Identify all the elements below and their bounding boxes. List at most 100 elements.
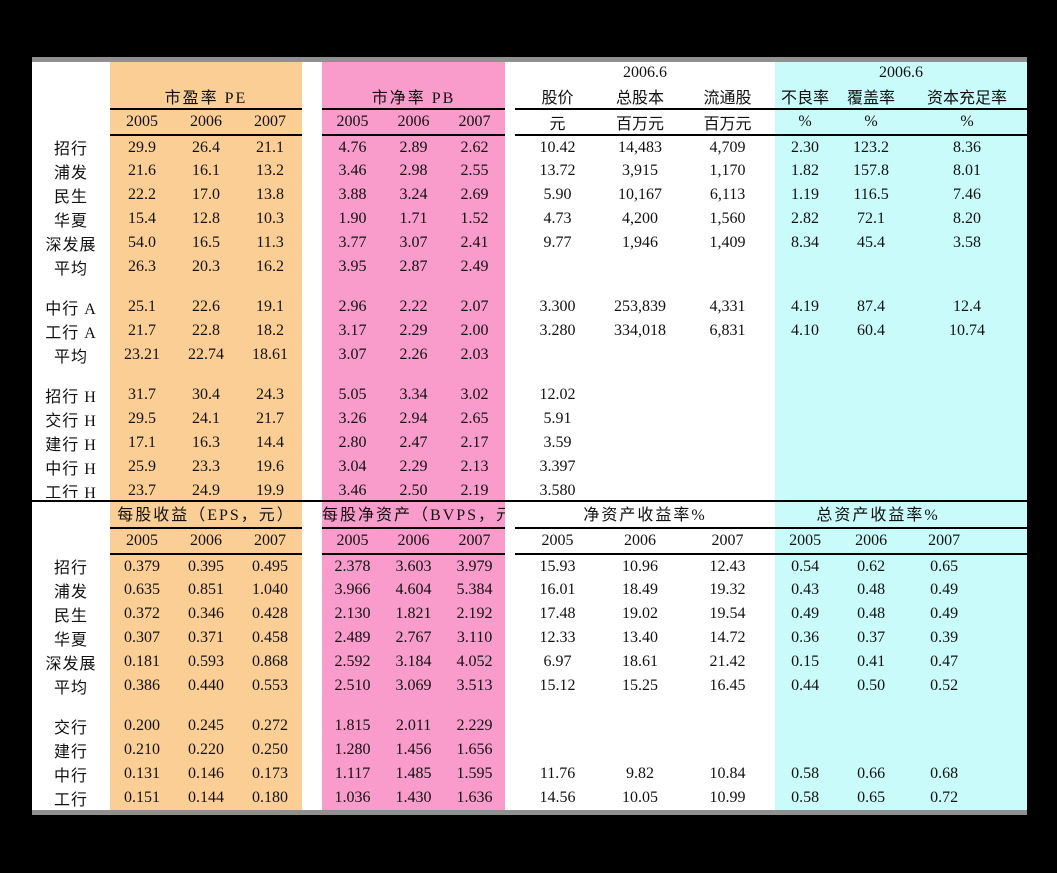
gap [505,84,515,109]
gap [302,183,322,207]
gap [505,183,515,207]
price-header: 股价 [515,84,600,110]
roa-year: 2006 [835,528,908,555]
data-cell: 0.210 [110,738,174,762]
data-cell [680,738,775,762]
gap [505,319,515,343]
data-cell: 0.495 [238,554,303,578]
data-cell: 2.130 [322,602,384,626]
npl-ratio-header: 不良率 [775,84,836,110]
data-cell [835,407,908,431]
data-cell: 16.5 [174,231,238,255]
gap [505,279,515,295]
eps-title: 每股收益（EPS，元） [110,498,303,529]
data-cell: 116.5 [835,183,908,207]
data-cell: 29.9 [110,135,174,159]
data-cell: 45.4 [835,231,908,255]
spacer-row [32,367,1028,383]
data-cell: 10.74 [907,319,1028,343]
roe-year: 2006 [600,528,681,555]
data-cell [907,407,1028,431]
npl-unit: % [775,109,836,136]
data-cell: 1.19 [775,183,836,207]
data-cell: 22.74 [174,343,238,367]
data-cell: 3.95 [322,255,383,279]
row-label: 工行 A [45,325,97,342]
data-cell: 0.307 [110,626,174,650]
data-cell [174,698,238,714]
data-cell: 18.2 [238,319,302,343]
corner-cell [32,528,110,554]
data-cell: 3.34 [383,383,444,407]
gap [505,159,515,183]
table-row: 华夏 0.307 0.371 0.458 2.489 2.767 3.110 12.33 13.… [32,626,1028,650]
gap [302,602,322,626]
data-cell: 1.040 [238,578,303,602]
table-row: 招行 H 31.7 30.4 24.3 5.05 3.34 3.02 12.02 [32,383,1028,407]
data-cell: 15.25 [622,677,659,694]
table-row: 民生 0.372 0.346 0.428 2.130 1.821 2.192 17.48 19.… [32,602,1028,626]
data-cell: 0.48 [835,602,908,626]
table-row: 浦发 21.6 16.1 13.2 3.46 2.98 2.55 13.72 3,915 1,17… [32,159,1028,183]
pb-title: 市净率 PB [322,84,505,110]
row-label [32,279,110,295]
data-cell: 2.96 [322,295,383,319]
capital-adequacy-unit: % [907,109,1028,136]
data-cell: 1,946 [622,234,658,251]
data-cell [444,279,505,295]
data-cell: 15.12 [539,677,576,694]
data-cell: 2.29 [383,319,444,343]
data-cell: 19.1 [238,295,302,319]
data-cell [600,279,680,295]
data-cell: 334,018 [614,322,666,339]
float-shares-unit: 百万元 [680,109,776,136]
data-cell: 3,915 [622,162,658,179]
data-cell [907,738,1028,762]
data-cell: 23.21 [110,343,174,367]
table-row: 工行 0.151 0.144 0.180 1.036 1.430 1.636 14.56 10.… [32,786,1028,810]
data-cell: 2.47 [383,431,444,455]
data-cell: 0.131 [110,762,174,786]
gap [505,383,515,407]
data-cell [775,698,836,714]
gap [505,109,515,135]
data-cell: 21.7 [110,319,174,343]
data-cell: 0.220 [174,738,238,762]
data-cell: 2.22 [383,295,444,319]
float-shares-header: 流通股 [680,84,776,110]
gap [505,455,515,479]
data-cell [600,343,680,367]
data-cell: 31.7 [110,383,174,407]
gap [505,431,515,455]
data-cell: 3.04 [322,455,383,479]
gap [505,62,515,84]
data-cell: 1.90 [322,207,383,231]
row-label: 交行 [53,720,88,737]
bvps-title: 每股净资产（BVPS，元） [322,498,506,529]
data-cell: 6,831 [709,322,746,339]
row-label: 平均 [53,261,88,278]
data-cell: 4.19 [775,295,836,319]
data-cell: 0.49 [907,602,1028,626]
row-label: 浦发 [53,165,88,182]
data-cell: 0.49 [907,578,1028,602]
gap [505,650,515,674]
gap [302,295,322,319]
gap [302,455,322,479]
data-cell [600,698,680,714]
gap [505,498,515,528]
bvps-year: 2007 [444,528,506,555]
data-cell [515,343,600,367]
data-cell: 26.3 [110,255,174,279]
data-cell: 25.1 [110,295,174,319]
data-cell: 0.58 [775,786,836,810]
data-cell [174,367,238,383]
data-cell: 0.372 [110,602,174,626]
price-unit: 元 [515,109,600,136]
pb-block-top [322,62,505,84]
data-cell: 157.8 [835,159,908,183]
row-label: 民生 [53,189,88,206]
data-cell [515,714,600,738]
eps-year: 2005 [110,528,174,555]
data-cell [238,279,302,295]
